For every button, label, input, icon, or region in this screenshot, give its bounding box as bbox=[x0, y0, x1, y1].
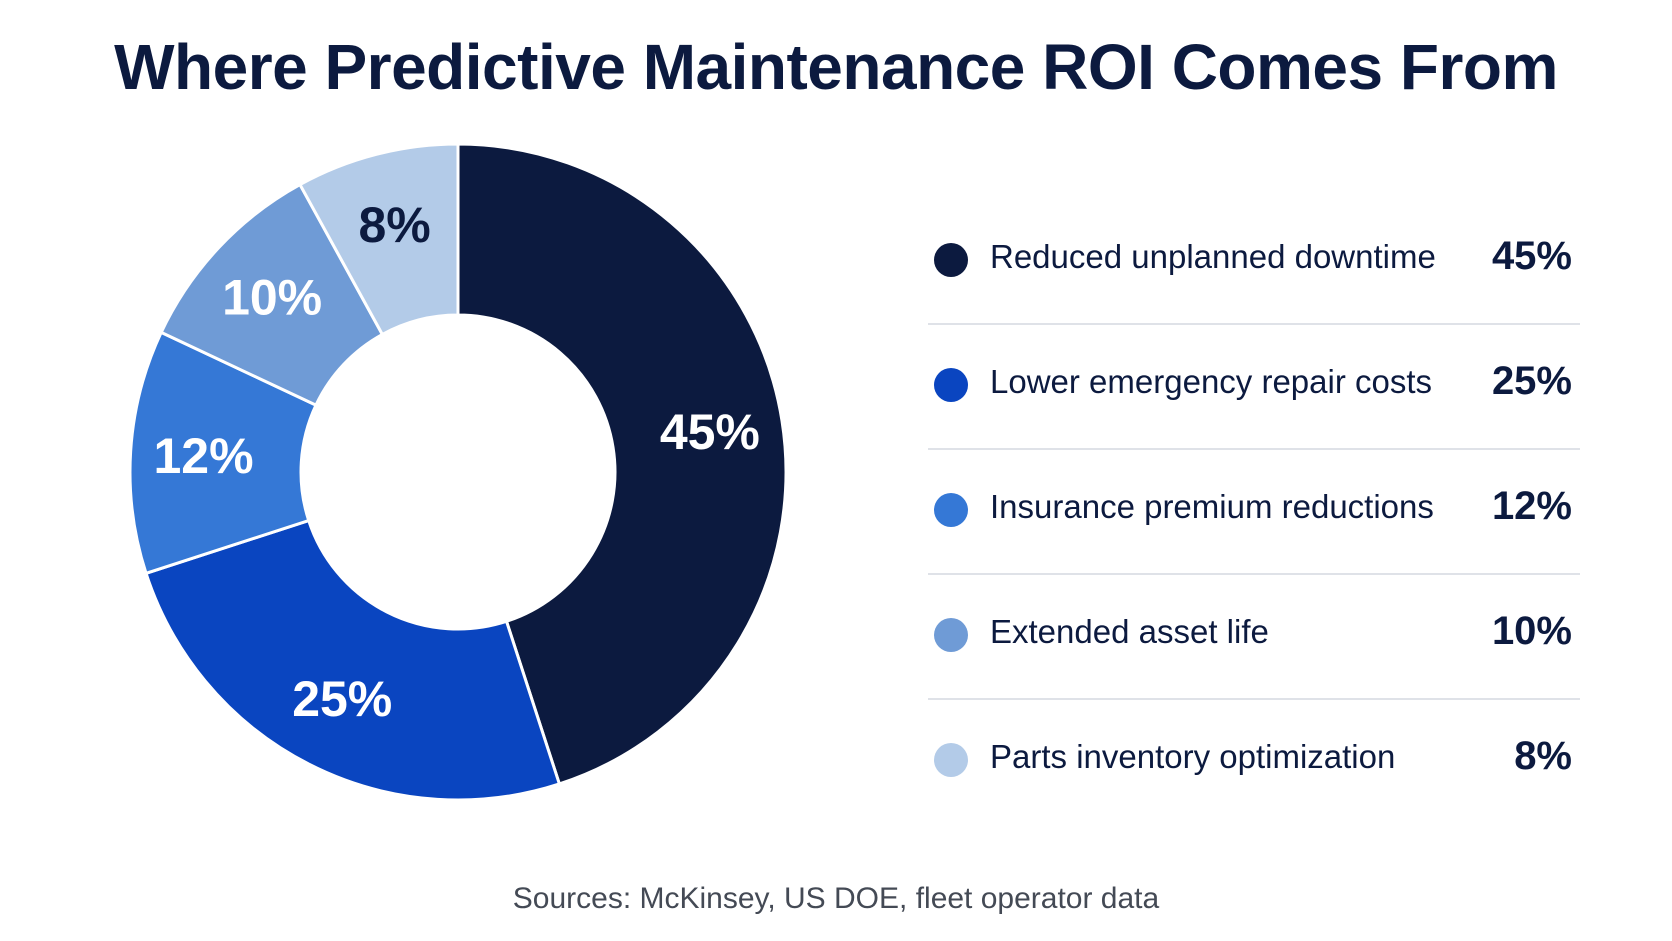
legend-swatch bbox=[934, 368, 968, 402]
legend-label: Parts inventory optimization bbox=[990, 738, 1396, 775]
legend-item: Insurance premium reductions 12% bbox=[928, 450, 1580, 575]
donut-slice bbox=[128, 330, 318, 576]
donut-slices bbox=[128, 142, 788, 802]
legend-value: 12% bbox=[1491, 484, 1572, 528]
legend: Reduced unplanned downtime 45% Lower eme… bbox=[928, 200, 1580, 825]
legend-swatch bbox=[934, 618, 968, 652]
legend-label: Lower emergency repair costs bbox=[990, 363, 1433, 400]
legend-label: Reduced unplanned downtime bbox=[990, 238, 1436, 275]
legend-value: 25% bbox=[1491, 359, 1572, 403]
legend-label: Extended asset life bbox=[990, 613, 1269, 650]
legend-value: 10% bbox=[1491, 609, 1572, 653]
donut-slice-labels: 45% 25% 12% 10% 8% bbox=[153, 197, 759, 727]
legend-label: Insurance premium reductions bbox=[990, 488, 1434, 525]
donut-chart: 45% 25% 12% 10% 8% bbox=[128, 142, 788, 802]
legend-swatch bbox=[934, 493, 968, 527]
legend-item: Extended asset life 10% bbox=[928, 575, 1580, 700]
donut-slice bbox=[144, 518, 562, 802]
slice-value-label: 8% bbox=[358, 197, 430, 253]
chart-title: Where Predictive Maintenance ROI Comes F… bbox=[114, 31, 1558, 103]
legend-item: Reduced unplanned downtime 45% bbox=[928, 200, 1580, 325]
legend-value: 8% bbox=[1514, 734, 1572, 778]
slice-value-label: 45% bbox=[660, 404, 760, 460]
legend-value: 45% bbox=[1491, 234, 1572, 278]
slice-value-label: 10% bbox=[222, 269, 322, 325]
legend-item: Parts inventory optimization 8% bbox=[928, 700, 1580, 825]
slice-value-label: 12% bbox=[153, 428, 253, 484]
legend-swatch bbox=[934, 743, 968, 777]
slice-value-label: 25% bbox=[292, 671, 392, 727]
legend-swatch bbox=[934, 243, 968, 277]
legend-item: Lower emergency repair costs 25% bbox=[928, 325, 1580, 450]
donut-slice bbox=[297, 142, 460, 337]
donut-slice bbox=[456, 142, 788, 786]
source-note: Sources: McKinsey, US DOE, fleet operato… bbox=[512, 882, 1160, 915]
